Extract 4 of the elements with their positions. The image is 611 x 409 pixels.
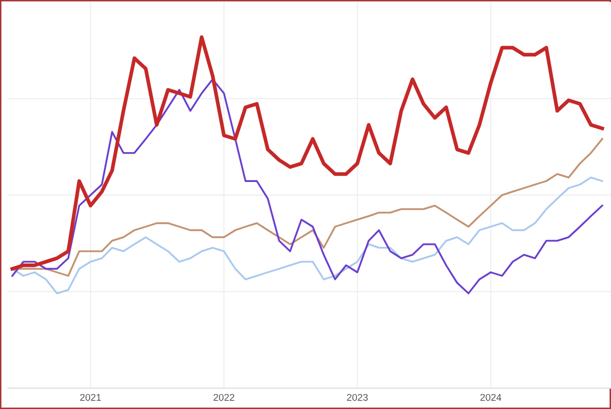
x-tick-label: 2024: [480, 394, 502, 401]
x-tick-label: 2022: [214, 394, 234, 401]
x-tick-label: 2021: [80, 394, 101, 401]
x-tick-label: 2023: [347, 394, 368, 401]
